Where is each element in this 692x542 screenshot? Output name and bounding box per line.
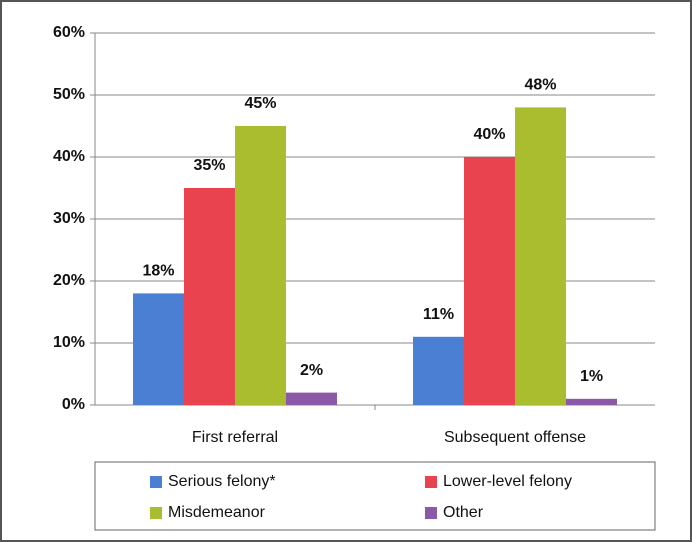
bar — [184, 188, 235, 405]
y-tick-label: 50% — [53, 86, 85, 103]
y-tick-label: 10% — [53, 334, 85, 351]
legend-swatch — [425, 476, 437, 488]
value-label: 1% — [580, 368, 603, 385]
value-label: 11% — [423, 306, 454, 323]
bar — [566, 398, 617, 405]
legend-box — [94, 461, 656, 531]
x-tick-label: First referral — [192, 429, 278, 446]
value-label: 45% — [244, 95, 276, 112]
bar — [515, 107, 566, 406]
value-label: 18% — [142, 263, 174, 280]
legend-swatch — [150, 507, 162, 519]
x-tick-label: Subsequent offense — [444, 429, 586, 446]
y-tick-label: 20% — [53, 272, 85, 289]
value-label: 2% — [300, 362, 323, 379]
legend-swatch — [150, 476, 162, 488]
value-label: 35% — [193, 157, 225, 174]
legend-label: Misdemeanor — [168, 504, 266, 521]
legend-swatch — [425, 507, 437, 519]
bar — [133, 293, 184, 405]
bar — [464, 157, 515, 405]
bar — [413, 336, 464, 405]
bar — [235, 126, 286, 405]
y-tick-label: 30% — [53, 210, 85, 227]
legend-label: Lower-level felony — [443, 473, 572, 490]
legend-label: Other — [443, 504, 484, 521]
value-label: 40% — [473, 126, 505, 143]
y-tick-label: 60% — [53, 24, 85, 41]
bar — [286, 392, 337, 405]
y-tick-label: 40% — [53, 148, 85, 165]
y-tick-label: 0% — [62, 396, 85, 413]
value-label: 48% — [524, 77, 556, 94]
legend-label: Serious felony* — [168, 473, 276, 490]
